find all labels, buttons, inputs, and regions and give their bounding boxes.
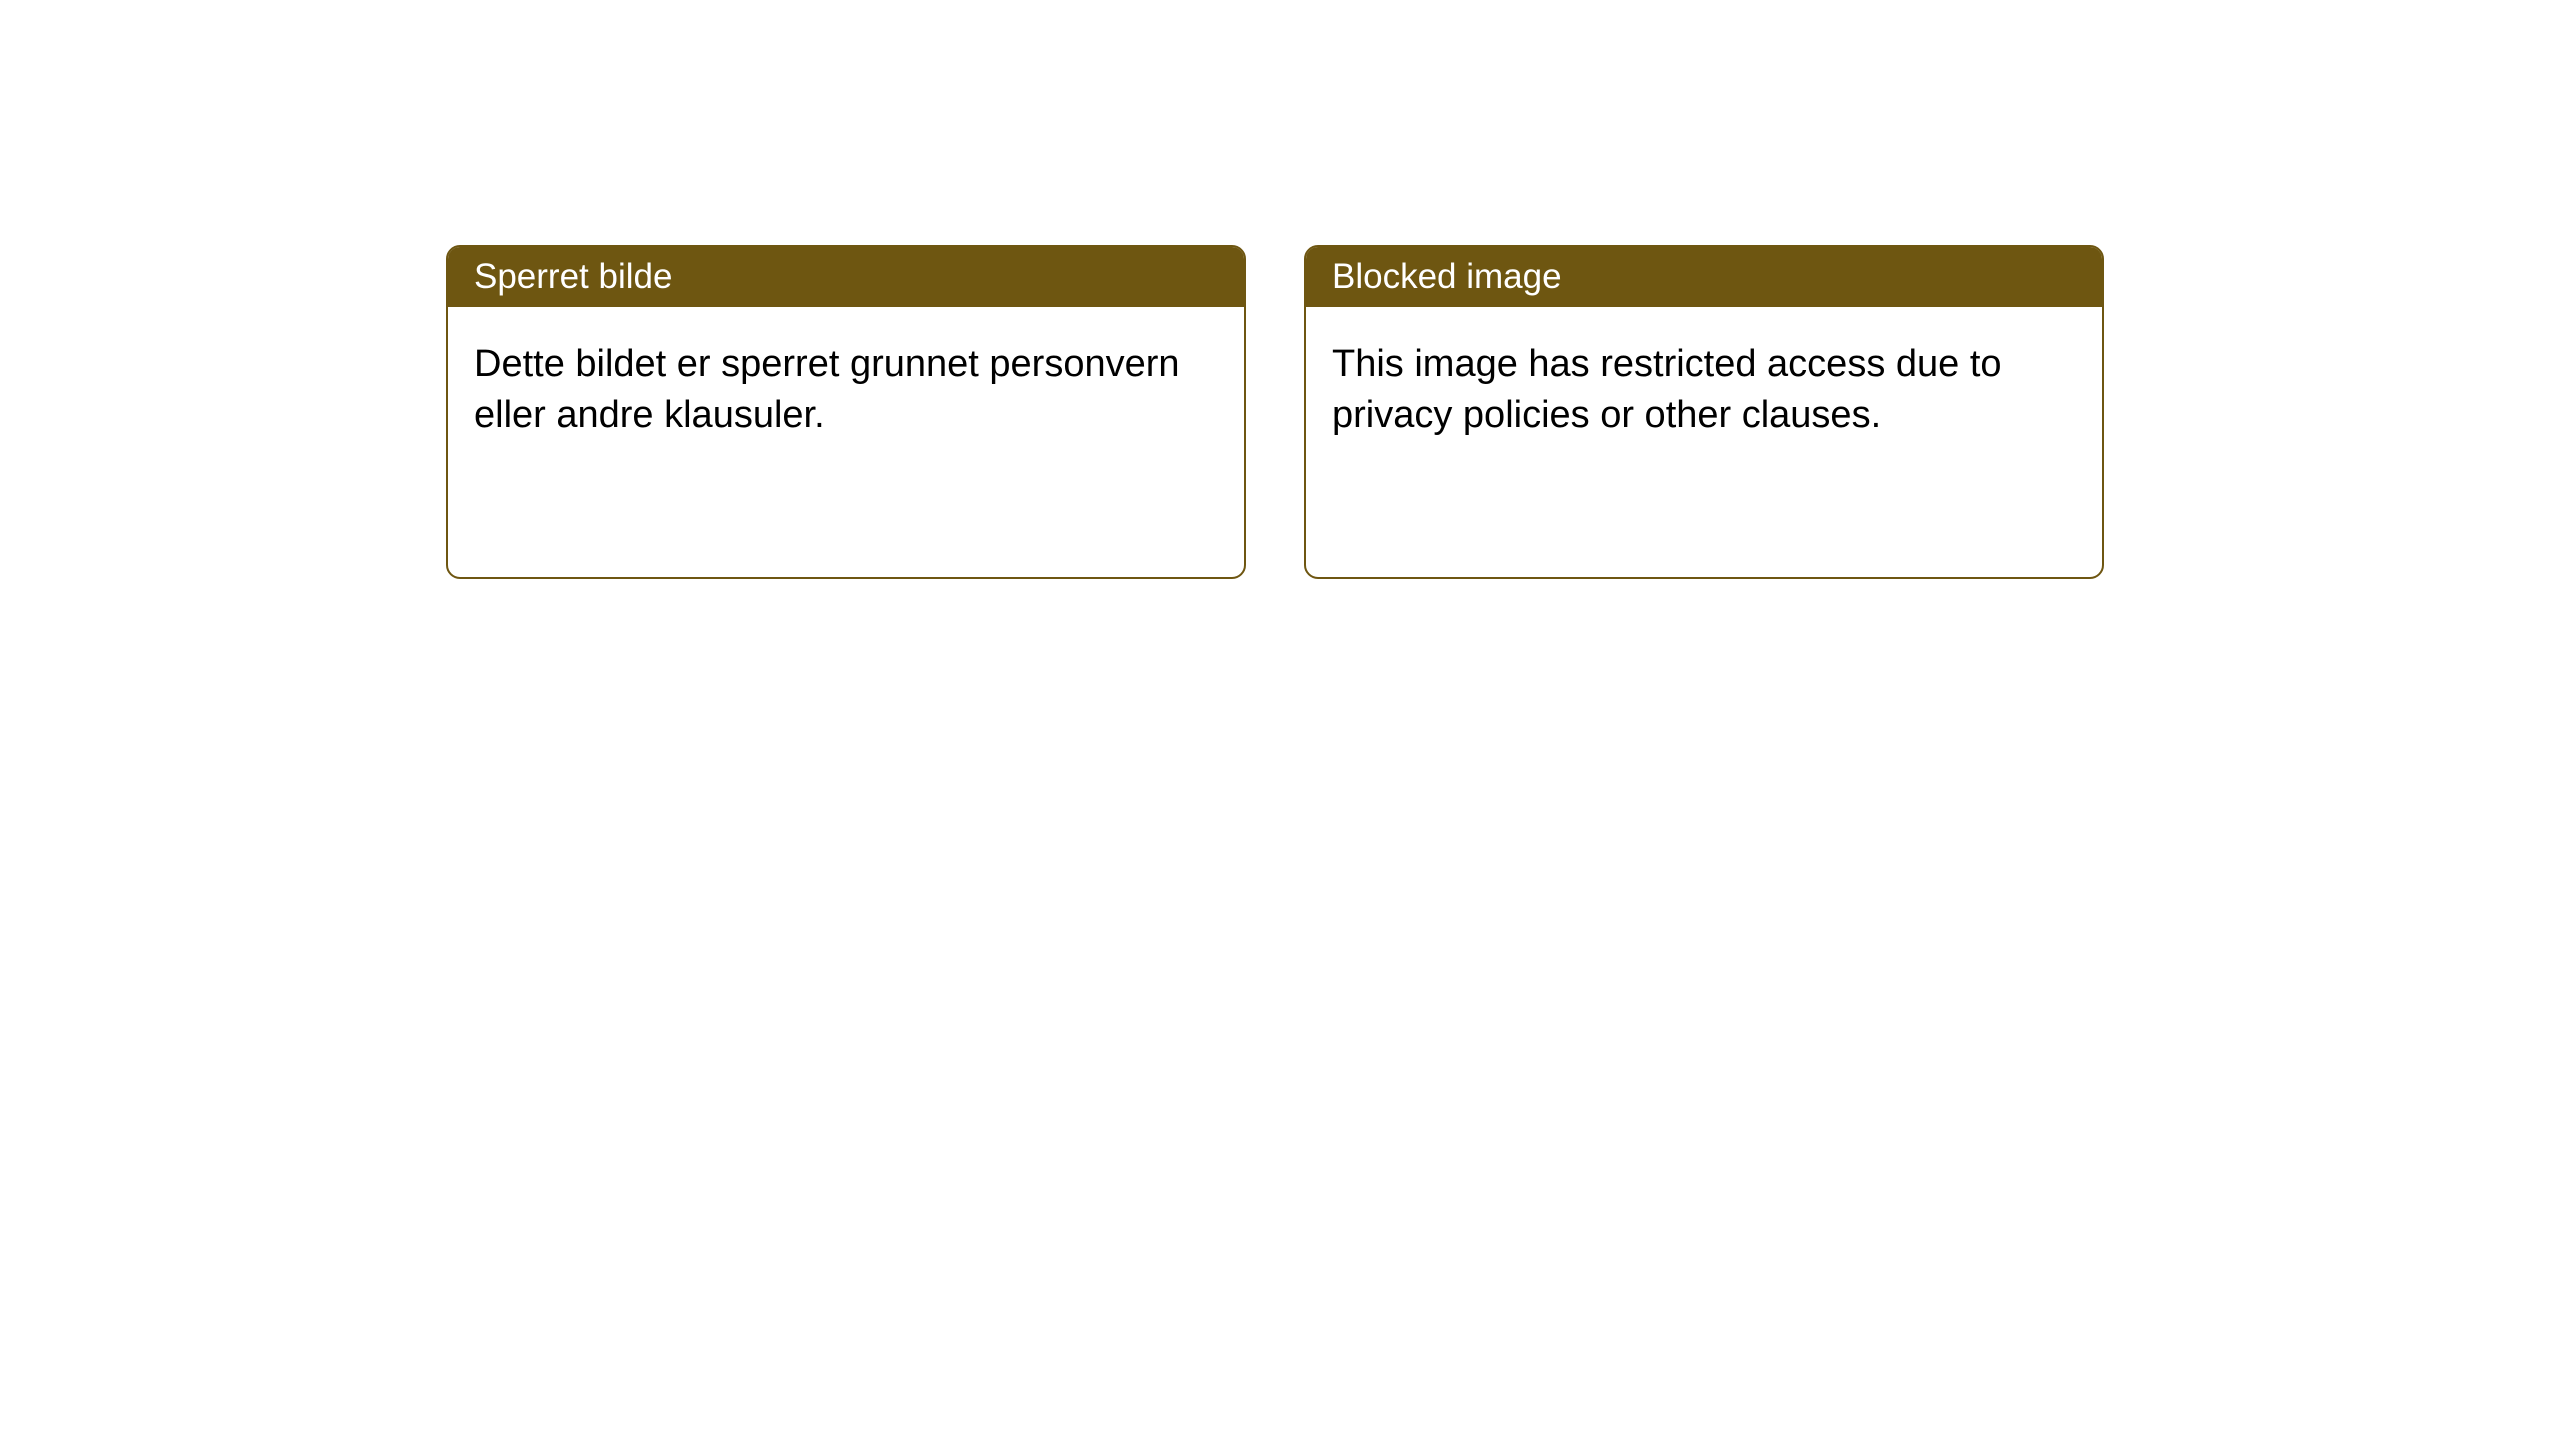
notice-body: This image has restricted access due to … [1306,307,2102,577]
notice-header: Sperret bilde [448,247,1244,307]
notice-card-english: Blocked image This image has restricted … [1304,245,2104,579]
notice-body: Dette bildet er sperret grunnet personve… [448,307,1244,577]
notice-body-text: Dette bildet er sperret grunnet personve… [474,343,1180,436]
notice-container: Sperret bilde Dette bildet er sperret gr… [0,0,2560,579]
notice-header: Blocked image [1306,247,2102,307]
notice-card-norwegian: Sperret bilde Dette bildet er sperret gr… [446,245,1246,579]
notice-body-text: This image has restricted access due to … [1332,343,2002,436]
notice-title: Blocked image [1332,257,1562,296]
notice-title: Sperret bilde [474,257,672,296]
